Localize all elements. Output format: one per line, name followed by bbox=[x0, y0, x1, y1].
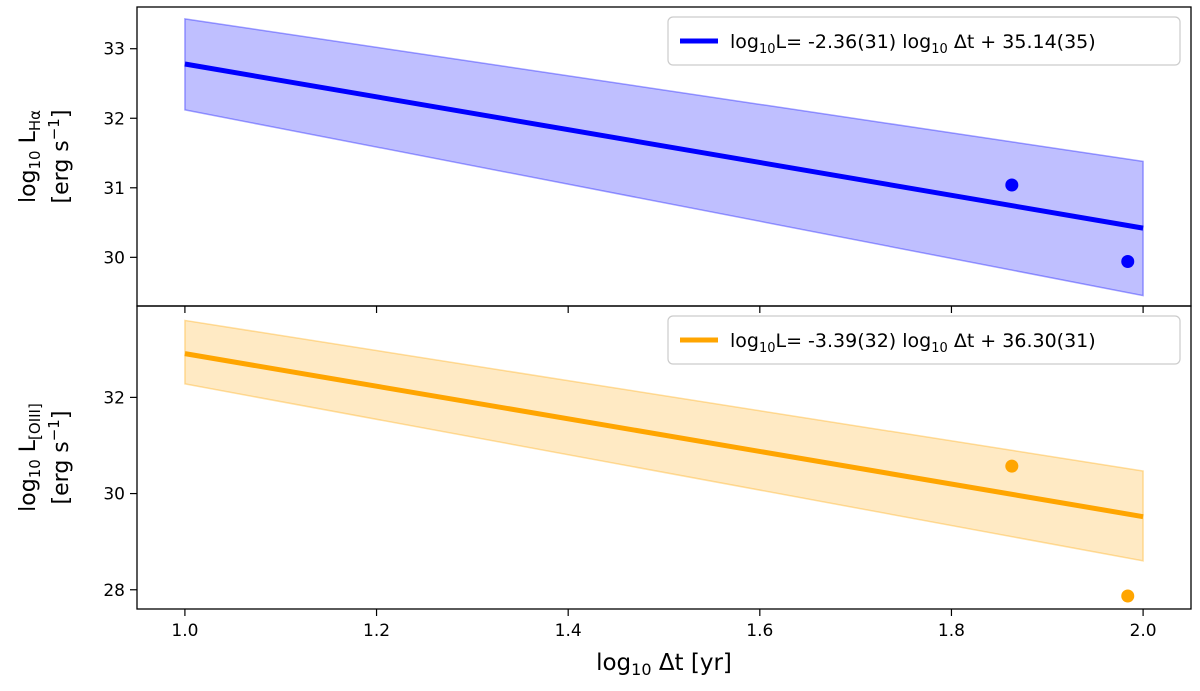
confidence-band bbox=[184, 17, 1144, 297]
y-axis-label-line2: [erg s−1] bbox=[45, 411, 74, 505]
confidence-band bbox=[184, 319, 1144, 562]
legend: log10L= -2.36(31) log10 Δt + 35.14(35) bbox=[667, 16, 1181, 66]
x-tick-label: 1.4 bbox=[555, 621, 582, 641]
y-tick-label: 30 bbox=[103, 485, 125, 505]
y-tick-label: 31 bbox=[103, 179, 125, 199]
x-axis-label: log10 Δt [yr] bbox=[596, 650, 732, 679]
data-point bbox=[1005, 459, 1019, 473]
legend-label: log10L= -2.36(31) log10 Δt + 35.14(35) bbox=[730, 31, 1096, 57]
x-tick-label: 1.2 bbox=[363, 621, 390, 641]
legend-box bbox=[667, 315, 1181, 365]
y-axis-label-line2: [erg s−1] bbox=[45, 110, 74, 204]
y-tick-label: 33 bbox=[103, 40, 125, 60]
fit-line bbox=[184, 351, 1144, 520]
x-tick-label: 1.6 bbox=[746, 621, 773, 641]
y-tick-label: 32 bbox=[103, 388, 125, 408]
y-axis-label-line1: log10 L[OIII] bbox=[16, 403, 44, 512]
x-tick-label: 2.0 bbox=[1130, 621, 1157, 641]
y-tick-label: 30 bbox=[103, 248, 125, 268]
top-panel: 30 31 32 33 log10 LHα[erg s−1] log10L= -2.36(… bbox=[16, 6, 1192, 313]
bottom-panel: 28 30 32 1.0 1.2 1.4 1.6 1.8 2.0 log10 L[OIII][er… bbox=[16, 305, 1192, 679]
plot-frame bbox=[136, 305, 1192, 610]
data-point bbox=[1005, 178, 1019, 192]
x-tick-label: 1.8 bbox=[938, 621, 965, 641]
y-tick-label: 32 bbox=[103, 109, 125, 129]
fit-line bbox=[184, 61, 1144, 231]
x-tick-label: 1.0 bbox=[171, 621, 198, 641]
legend-label: log10L= -3.39(32) log10 Δt + 36.30(31) bbox=[730, 330, 1096, 356]
y-axis-label-line1: log10 LHα bbox=[16, 110, 44, 203]
data-point bbox=[1121, 589, 1135, 603]
y-tick-label: 28 bbox=[103, 581, 125, 601]
legend-box bbox=[667, 16, 1181, 66]
legend: log10L= -3.39(32) log10 Δt + 36.30(31) bbox=[667, 315, 1181, 365]
data-point bbox=[1121, 254, 1135, 268]
